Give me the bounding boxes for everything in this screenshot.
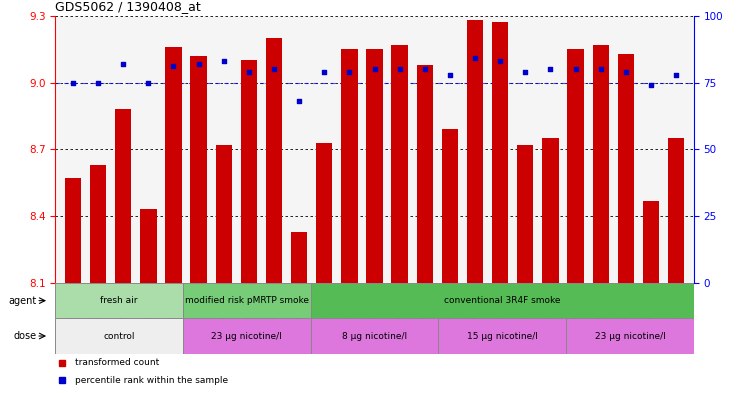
Bar <box>668 138 684 283</box>
Point <box>293 98 305 105</box>
Point <box>595 66 607 72</box>
Text: 8 μg nicotine/l: 8 μg nicotine/l <box>342 332 407 340</box>
Bar <box>140 209 156 283</box>
Text: percentile rank within the sample: percentile rank within the sample <box>75 376 227 385</box>
Text: GDS5062 / 1390408_at: GDS5062 / 1390408_at <box>55 0 201 13</box>
Bar <box>492 22 508 283</box>
Bar <box>183 318 311 354</box>
Point <box>545 66 556 72</box>
Bar <box>55 283 183 318</box>
Bar <box>618 53 634 283</box>
Bar <box>115 109 131 283</box>
Bar <box>417 65 433 283</box>
Point <box>243 69 255 75</box>
Bar <box>316 143 332 283</box>
Point <box>444 72 456 78</box>
Point <box>67 79 79 86</box>
Point <box>318 69 330 75</box>
Point <box>570 66 582 72</box>
Bar <box>65 178 81 283</box>
Point <box>469 55 481 62</box>
Bar <box>391 45 408 283</box>
Point <box>92 79 104 86</box>
Text: modified risk pMRTP smoke: modified risk pMRTP smoke <box>184 296 309 305</box>
Bar <box>566 318 694 354</box>
Point <box>520 69 531 75</box>
Text: transformed count: transformed count <box>75 358 159 367</box>
Text: conventional 3R4F smoke: conventional 3R4F smoke <box>444 296 560 305</box>
Text: dose: dose <box>13 331 36 341</box>
Point <box>343 69 355 75</box>
Text: control: control <box>103 332 135 340</box>
Text: 15 μg nicotine/l: 15 μg nicotine/l <box>466 332 538 340</box>
Bar <box>291 232 307 283</box>
Bar <box>438 318 566 354</box>
Bar <box>568 49 584 283</box>
Bar <box>311 283 694 318</box>
Bar <box>341 49 358 283</box>
Point <box>645 82 657 88</box>
Bar <box>542 138 559 283</box>
Point <box>394 66 406 72</box>
Bar <box>90 165 106 283</box>
Point <box>117 61 129 67</box>
Bar <box>517 145 534 283</box>
Bar <box>241 60 257 283</box>
Point <box>168 63 179 70</box>
Bar <box>165 47 182 283</box>
Bar <box>311 318 438 354</box>
Bar <box>467 20 483 283</box>
Bar <box>442 129 458 283</box>
Point <box>368 66 381 72</box>
Point <box>620 69 632 75</box>
Text: 23 μg nicotine/l: 23 μg nicotine/l <box>595 332 665 340</box>
Bar <box>183 283 311 318</box>
Bar <box>366 49 383 283</box>
Point <box>494 58 506 64</box>
Bar <box>643 200 659 283</box>
Point <box>193 61 204 67</box>
Point <box>142 79 154 86</box>
Bar <box>55 318 183 354</box>
Bar <box>215 145 232 283</box>
Point <box>218 58 230 64</box>
Point <box>670 72 682 78</box>
Bar <box>593 45 609 283</box>
Point <box>268 66 280 72</box>
Text: agent: agent <box>8 296 36 306</box>
Text: 23 μg nicotine/l: 23 μg nicotine/l <box>212 332 282 340</box>
Point <box>419 66 431 72</box>
Text: fresh air: fresh air <box>100 296 138 305</box>
Bar <box>190 56 207 283</box>
Bar <box>266 38 282 283</box>
